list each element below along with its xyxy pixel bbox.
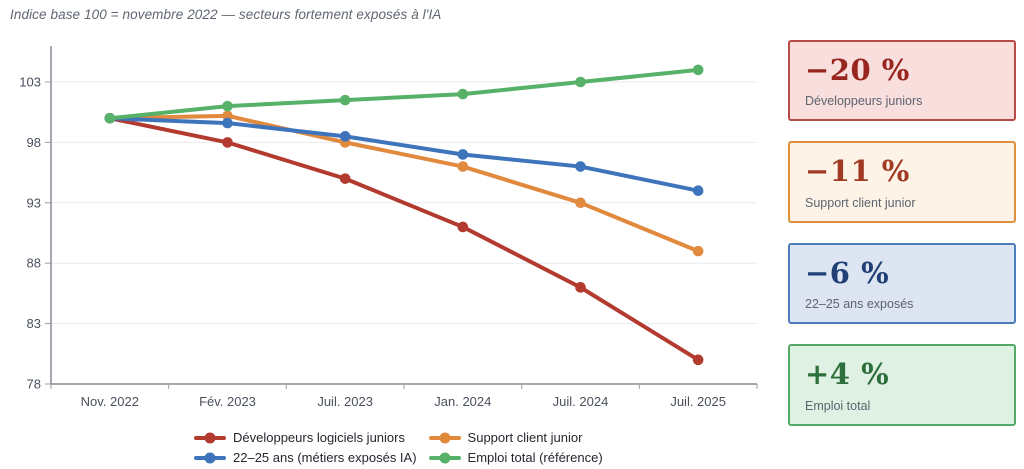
legend-item-emploi-total: Emploi total (référence) [428,449,603,466]
chart-title: Indice base 100 = novembre 2022 — secteu… [10,7,442,22]
legend-marker [428,432,461,443]
summary-panel-developpeurs-juniors: −20 % Développeurs juniors [788,40,1016,122]
summary-panel-support-client: −11 % Support client junior [788,141,1016,223]
svg-text:98: 98 [27,135,41,150]
legend-dot-icon [439,452,451,463]
svg-text:Nov. 2022: Nov. 2022 [81,394,139,409]
panel-value: +4 % [805,357,890,392]
panel-value: −6 % [805,255,890,290]
legend-marker [194,432,226,443]
svg-text:93: 93 [27,195,41,210]
legend-item-support-client: Support client junior [428,429,603,446]
svg-text:88: 88 [27,256,41,271]
panel-label: Support client junior [805,195,916,210]
svg-text:Juil. 2024: Juil. 2024 [553,394,609,409]
svg-text:Jan. 2024: Jan. 2024 [434,394,491,409]
summary-panel-column: −20 % Développeurs juniors −11 % Support… [788,40,1016,426]
panel-value: −11 % [805,154,910,189]
legend-marker [194,452,226,463]
legend: Développeurs logiciels juniors Support c… [194,429,603,466]
summary-panel-22-25-ans: −6 % 22–25 ans exposés [788,242,1016,325]
svg-text:83: 83 [27,316,41,331]
legend-label: Développeurs logiciels juniors [233,430,405,445]
legend-label: Emploi total (référence) [467,450,603,465]
legend-dot-icon [204,452,216,463]
legend-dot-icon [439,432,451,443]
svg-text:78: 78 [27,377,41,392]
svg-text:Juil. 2025: Juil. 2025 [670,394,726,409]
svg-text:Juil. 2023: Juil. 2023 [317,394,373,409]
panel-label: Emploi total [805,398,871,413]
panel-label: 22–25 ans exposés [805,297,914,312]
panel-value: −20 % [805,53,910,87]
legend-label: Support client junior [467,430,583,445]
summary-panel-emploi-total: +4 % Emploi total [788,344,1016,426]
svg-text:Fév. 2023: Fév. 2023 [199,394,256,409]
line-chart: 78 83 88 93 98 103 Nov. 2022 Fév. 2023 Juil. 202… [19,46,758,409]
legend-marker [428,452,461,463]
legend-dot-icon [204,432,216,443]
legend-item-developpeurs-juniors: Développeurs logiciels juniors [194,429,417,446]
legend-label: 22–25 ans (métiers exposés IA) [233,450,417,465]
svg-text:103: 103 [19,75,41,90]
panel-label: Développeurs juniors [805,94,923,109]
legend-item-22-25-ans: 22–25 ans (métiers exposés IA) [194,449,417,466]
